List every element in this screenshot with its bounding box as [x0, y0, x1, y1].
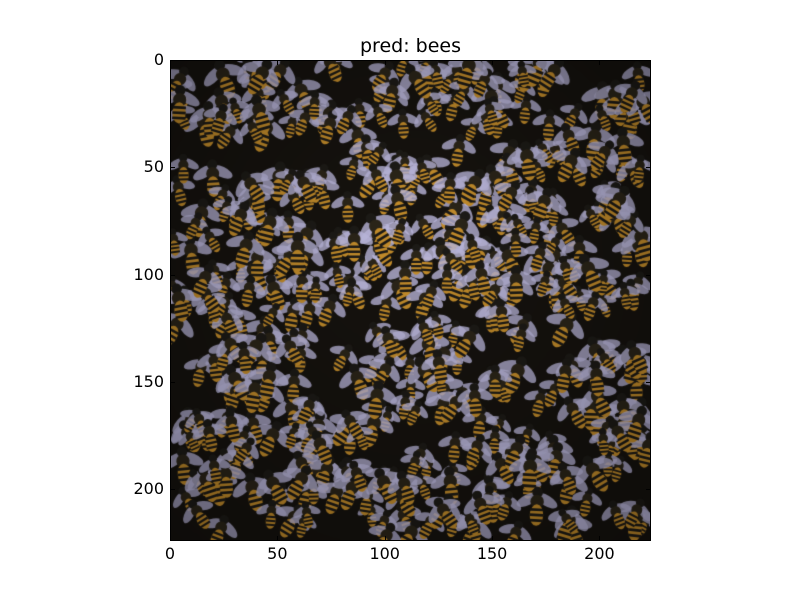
x-tick-label: 0 — [164, 544, 176, 563]
x-tick-mark-top — [170, 60, 171, 65]
y-tick-mark — [170, 60, 175, 61]
y-tick-mark — [170, 274, 175, 276]
y-tick-label: 100 — [133, 264, 164, 284]
x-tick-mark-top — [492, 60, 494, 65]
y-tick-mark — [170, 489, 175, 491]
y-tick-label: 50 — [143, 157, 164, 177]
bee-swarm-image — [171, 61, 650, 540]
x-tick-label: 150 — [476, 544, 508, 563]
x-tick-mark — [384, 536, 386, 541]
y-tick-label: 200 — [133, 479, 164, 499]
x-tick-label: 50 — [267, 544, 288, 563]
x-tick-mark-top — [277, 60, 279, 65]
y-tick-mark-right — [646, 60, 651, 61]
y-tick-mark-right — [646, 274, 651, 276]
y-tick-mark — [170, 167, 175, 169]
y-tick-label: 150 — [133, 372, 164, 392]
x-tick-mark — [599, 536, 601, 541]
y-tick-mark-right — [646, 382, 651, 384]
x-tick-mark-top — [384, 60, 386, 65]
x-tick-mark-top — [599, 60, 601, 65]
y-tick-mark-right — [646, 167, 651, 169]
image-axes — [170, 60, 651, 541]
x-tick-mark — [170, 536, 171, 541]
y-tick-mark — [170, 382, 175, 384]
y-tick-mark-right — [646, 489, 651, 491]
y-tick-label: 0 — [153, 50, 164, 69]
x-tick-mark — [277, 536, 279, 541]
x-tick-mark — [492, 536, 494, 541]
plot-title: pred: bees — [360, 35, 461, 57]
x-tick-label: 200 — [584, 544, 615, 563]
x-tick-label: 100 — [369, 544, 400, 563]
